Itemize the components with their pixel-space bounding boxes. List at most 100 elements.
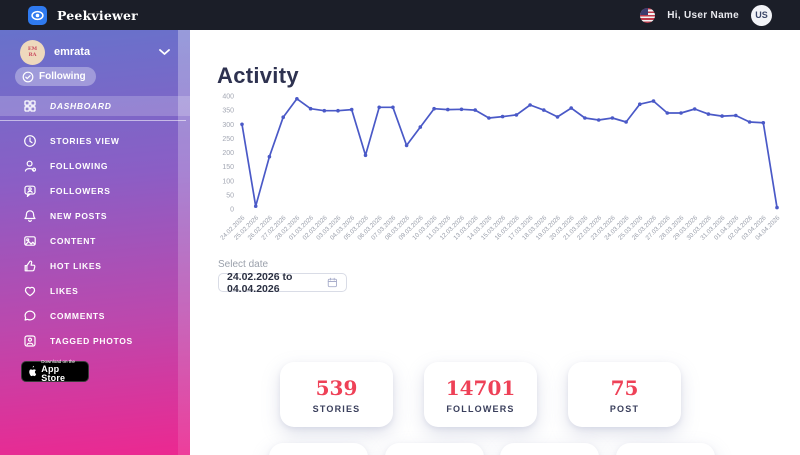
data-point	[775, 205, 779, 210]
bottom-card[interactable]	[385, 443, 484, 455]
data-point	[253, 204, 258, 208]
bottom-card[interactable]	[500, 443, 599, 455]
stat-card-stories[interactable]: 539 STORIES	[280, 362, 393, 427]
image-icon	[22, 233, 37, 248]
data-point	[377, 105, 381, 110]
data-point	[446, 107, 450, 112]
stat-label: POST	[609, 403, 640, 414]
sidebar-item-likes[interactable]: LIKES	[0, 278, 190, 303]
profile-avatar[interactable]: EM RA	[20, 39, 45, 65]
user-icon	[22, 158, 37, 173]
sidebar-item-hot-likes[interactable]: HOT LIKES	[0, 253, 190, 278]
app-store-badge[interactable]: Download on the App Store	[21, 359, 89, 384]
thumb-up-icon	[22, 258, 37, 273]
sidebar-nav: STORIES VIEW FOLLOWING FOLLOWERS NEW POSTS C…	[0, 128, 190, 353]
app-store-line2: App Store	[41, 363, 66, 383]
stat-value: 14701	[445, 375, 516, 400]
data-point	[487, 116, 491, 120]
sidebar-item-dashboard[interactable]: DASHBOARD	[0, 96, 190, 116]
data-point	[281, 115, 285, 119]
sidebar-item-content[interactable]: CONTENT	[0, 228, 190, 253]
bell-icon	[22, 208, 37, 223]
data-point	[720, 114, 724, 118]
app-logo-icon[interactable]	[28, 5, 47, 25]
data-point	[542, 108, 546, 112]
check-circle-icon	[22, 71, 34, 82]
stat-label: FOLLOWERS	[446, 403, 515, 414]
sidebar-item-label: COMMENTS	[50, 310, 106, 321]
tagged-photos-icon	[22, 333, 37, 348]
topbar-right: Hi, User Name US	[640, 4, 772, 26]
data-point	[418, 125, 423, 129]
bottom-card[interactable]	[616, 443, 715, 455]
data-point	[459, 107, 464, 112]
app-store-badge-text: Download on the App Store	[41, 359, 83, 384]
following-button[interactable]: Following	[15, 67, 96, 86]
activity-chart: 05010015020025030035040024.02.202625.02.…	[219, 94, 782, 242]
profile-username: emrata	[54, 46, 91, 58]
brand: Peekviewer	[28, 5, 138, 25]
account-switcher[interactable]: EM RA emrata	[20, 39, 170, 65]
stat-card-followers[interactable]: 14701 FOLLOWERS	[424, 362, 537, 427]
sidebar-divider	[0, 120, 186, 121]
clock-icon	[22, 133, 37, 148]
sidebar-item-label: FOLLOWING	[50, 160, 109, 171]
data-point	[610, 116, 615, 120]
chart-line	[241, 97, 778, 208]
brand-title: Peekviewer	[57, 7, 138, 23]
sidebar-item-comments[interactable]: COMMENTS	[0, 303, 190, 328]
data-point	[624, 120, 628, 124]
data-point	[349, 107, 354, 112]
sidebar-item-new-posts[interactable]: NEW POSTS	[0, 203, 190, 228]
data-point	[267, 154, 272, 159]
dashboard-icon	[22, 99, 37, 114]
data-point	[596, 118, 601, 122]
stat-card-post[interactable]: 75 POST	[568, 362, 681, 427]
data-point	[734, 113, 738, 118]
data-point	[761, 121, 766, 125]
stat-label: STORIES	[312, 403, 361, 414]
data-point	[308, 106, 313, 111]
sidebar-item-tagged-photos[interactable]: TAGGED PHOTOS	[0, 328, 190, 353]
bottom-card[interactable]	[269, 443, 368, 455]
topbar: Peekviewer Hi, User Name US	[0, 0, 800, 30]
user-avatar[interactable]: US	[751, 4, 772, 26]
data-point	[295, 97, 299, 101]
data-point	[706, 112, 711, 116]
date-range-value: 24.02.2026 to 04.04.2026	[227, 270, 293, 295]
y-axis-label: 300	[222, 122, 234, 129]
sidebar-item-following[interactable]: FOLLOWING	[0, 153, 190, 178]
sidebar-item-label: DASHBOARD	[50, 101, 112, 111]
data-point	[404, 143, 409, 148]
y-axis-label: 0	[230, 207, 234, 214]
date-range-input[interactable]: 24.02.2026 to 04.04.2026	[218, 270, 347, 295]
data-point	[391, 105, 395, 110]
sidebar-item-label: STORIES VIEW	[50, 135, 120, 146]
data-point	[747, 120, 752, 124]
y-axis-label: 100	[222, 178, 234, 185]
data-point	[679, 111, 683, 115]
chevron-down-icon[interactable]	[159, 48, 170, 56]
calendar-icon[interactable]	[327, 276, 338, 289]
y-axis-label: 50	[226, 192, 234, 199]
data-point	[692, 107, 697, 111]
select-date-label: Select date	[218, 259, 269, 270]
data-point	[583, 116, 587, 120]
followers-icon	[22, 183, 37, 198]
data-point	[651, 99, 656, 103]
following-button-label: Following	[39, 71, 86, 82]
sidebar: EM RA emrata Following	[0, 30, 190, 455]
data-point	[528, 103, 532, 107]
comment-icon	[22, 308, 37, 323]
y-axis-label: 250	[222, 136, 234, 143]
sidebar-item-label: LIKES	[50, 285, 79, 296]
sidebar-item-followers[interactable]: FOLLOWERS	[0, 178, 190, 203]
data-point	[638, 102, 642, 106]
sidebar-item-stories-view[interactable]: STORIES VIEW	[0, 128, 190, 153]
data-point	[322, 108, 327, 113]
page-title: Activity	[217, 62, 299, 88]
sidebar-item-label: TAGGED PHOTOS	[50, 335, 133, 346]
us-flag-icon[interactable]	[640, 7, 656, 23]
stat-value: 539	[315, 375, 358, 400]
